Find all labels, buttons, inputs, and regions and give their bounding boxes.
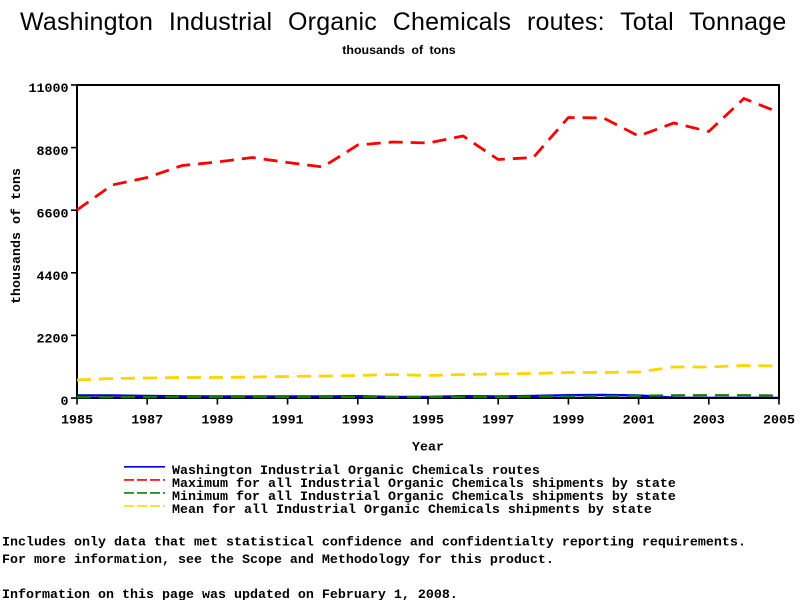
svg-text:1985: 1985 <box>61 414 93 429</box>
svg-text:Maximum for all Industrial Org: Maximum for all Industrial Organic Chemi… <box>172 477 676 492</box>
svg-text:Minimum for all Industrial Org: Minimum for all Industrial Organic Chemi… <box>172 490 676 505</box>
svg-text:0: 0 <box>61 395 69 410</box>
svg-text:1999: 1999 <box>552 414 584 429</box>
svg-text:8800: 8800 <box>37 145 69 160</box>
svg-text:Information on this page was u: Information on this page was updated on … <box>2 588 458 600</box>
svg-text:thousands of tons: thousands of tons <box>10 168 25 304</box>
svg-text:Washington Industrial Organic: Washington Industrial Organic Chemicals … <box>20 8 787 36</box>
svg-text:Includes only data that met st: Includes only data that met statistical … <box>2 536 746 551</box>
svg-text:Washington Industrial Organic: Washington Industrial Organic Chemicals … <box>172 464 540 479</box>
svg-text:Mean for all Industrial Organi: Mean for all Industrial Organic Chemical… <box>172 503 652 518</box>
svg-text:1991: 1991 <box>272 414 304 429</box>
svg-text:2200: 2200 <box>37 333 69 348</box>
svg-text:Year: Year <box>412 441 444 456</box>
svg-text:1987: 1987 <box>131 414 163 429</box>
svg-text:4400: 4400 <box>37 270 69 285</box>
svg-text:6600: 6600 <box>37 207 69 222</box>
svg-text:thousands of tons: thousands of tons <box>342 43 455 57</box>
svg-text:2001: 2001 <box>623 414 655 429</box>
svg-text:2005: 2005 <box>763 414 795 429</box>
svg-text:1997: 1997 <box>482 414 514 429</box>
svg-text:1995: 1995 <box>412 414 444 429</box>
svg-text:1989: 1989 <box>201 414 233 429</box>
svg-text:1993: 1993 <box>342 414 374 429</box>
svg-text:11000: 11000 <box>29 82 69 97</box>
svg-text:2003: 2003 <box>693 414 725 429</box>
svg-text:For more information, see the: For more information, see the Scope and … <box>2 553 554 568</box>
